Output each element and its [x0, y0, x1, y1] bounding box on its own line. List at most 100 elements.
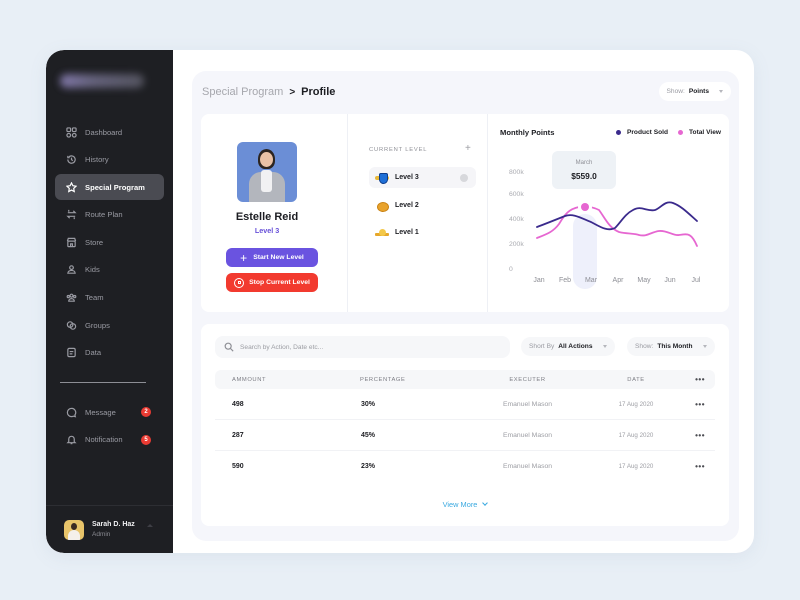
monthly-points-chart: Monthly Points Product Sold Total View: [487, 114, 729, 312]
data-point-march[interactable]: [581, 203, 589, 211]
svg-text:Apr: Apr: [613, 277, 625, 284]
view-more-button[interactable]: View More: [201, 500, 729, 509]
user-meta: Sarah D. Haz Admin: [92, 521, 135, 538]
sidebar-item-label: Groups: [85, 320, 110, 330]
sidebar-divider: [60, 382, 146, 383]
breadcrumb: Special Program > Profile: [202, 86, 335, 98]
show-period-dropdown[interactable]: Show: This Month: [627, 337, 715, 356]
sidebar-item-label: Store: [85, 237, 104, 247]
series-product-sold: [536, 201, 698, 231]
grid-icon: [65, 126, 77, 138]
avatar: [64, 519, 84, 540]
dropdown-label: Show:: [666, 88, 685, 95]
sidebar-item-route-plan[interactable]: Route Plan: [55, 202, 164, 228]
user-role: Admin: [92, 531, 111, 538]
svg-text:600k: 600k: [509, 191, 524, 198]
sidebar-item-dashboard[interactable]: Dashboard: [55, 119, 164, 145]
sidebar-item-label: Team: [85, 293, 104, 303]
breadcrumb-parent[interactable]: Special Program: [202, 86, 284, 98]
sidebar-item-history[interactable]: History: [55, 147, 164, 173]
profile-photo: [237, 142, 297, 202]
table-header: AMMOUNT PERCENTAGE EXECUTER DATE •••: [215, 370, 715, 389]
page-title: Profile: [301, 86, 336, 98]
gold-coin-medal-icon: [375, 201, 389, 212]
row-more-options-icon[interactable]: •••: [695, 462, 705, 471]
sidebar-item-data[interactable]: Data: [55, 340, 164, 366]
more-options-icon[interactable]: •••: [695, 375, 705, 384]
chart-tooltip: [552, 151, 616, 189]
level-item-1[interactable]: Level 1: [369, 222, 476, 243]
stop-current-level-button[interactable]: Stop Current Level: [226, 273, 318, 292]
user-profile-menu[interactable]: Sarah D. Haz Admin: [46, 505, 173, 553]
sidebar-item-team[interactable]: Team: [55, 285, 164, 311]
sidebar-item-kids[interactable]: Kids: [55, 257, 164, 283]
team-icon: [65, 292, 77, 304]
legend-total-view[interactable]: Total View: [678, 129, 721, 136]
column-header-amount[interactable]: AMMOUNT: [232, 376, 267, 383]
info-icon[interactable]: [460, 173, 468, 182]
line-chart-plot: March $559.0 800k 600k 400k 200k 0 Jan F…: [509, 151, 701, 289]
sidebar-item-label: Data: [85, 348, 102, 358]
level-item-2[interactable]: Level 2: [369, 195, 476, 216]
sidebar-item-message[interactable]: Message 2: [55, 399, 164, 425]
chevron-up-icon: [146, 524, 153, 527]
svg-text:May: May: [637, 277, 651, 284]
route-icon: [65, 209, 77, 221]
section-title: CURRENT LEVEL: [369, 147, 428, 153]
table-row[interactable]: 498 30% Emanuel Mason 17 Aug 2020 •••: [215, 389, 715, 420]
store-icon: [65, 236, 77, 248]
dropdown-value: All Actions: [558, 343, 593, 350]
tooltip-value: $559.0: [571, 171, 597, 181]
sidebar-item-label: Special Program: [85, 182, 145, 192]
sidebar-item-groups[interactable]: Groups: [55, 312, 164, 338]
main-content: Special Program > Profile Show: Points E…: [192, 71, 739, 541]
search-input[interactable]: [240, 343, 490, 351]
add-level-button[interactable]: +: [465, 143, 471, 154]
svg-text:400k: 400k: [509, 216, 524, 223]
cell-percentage: 30%: [361, 400, 376, 408]
caret-down-icon: [702, 345, 707, 348]
table-row[interactable]: 287 45% Emanuel Mason 17 Aug 2020 •••: [215, 420, 715, 451]
svg-text:Jan: Jan: [533, 277, 544, 284]
cell-executer: Emanuel Mason: [502, 400, 553, 408]
logo: [60, 74, 144, 88]
document-icon: [65, 347, 77, 359]
legend-dot-icon: [615, 130, 621, 135]
x-axis: Jan Feb Mar Apr May Jun Jul: [533, 277, 701, 284]
svg-text:Jun: Jun: [664, 277, 675, 284]
sidebar-item-store[interactable]: Store: [55, 229, 164, 255]
level-label: Level 2: [395, 202, 419, 209]
sidebar-item-label: Notification: [85, 435, 123, 445]
search-bar[interactable]: [215, 336, 510, 358]
start-new-level-button[interactable]: + Start New Level: [226, 248, 318, 267]
svg-text:200k: 200k: [509, 241, 524, 248]
show-points-dropdown[interactable]: Show: Points: [658, 82, 731, 101]
cell-date: 17 Aug 2020: [618, 431, 654, 439]
search-icon: [224, 342, 234, 352]
cell-executer: Emanuel Mason: [502, 431, 553, 439]
tooltip-month: March: [576, 160, 593, 166]
column-header-executer[interactable]: EXECUTER: [509, 376, 546, 383]
actions-table-card: Short By All Actions Show: This Month AM…: [201, 324, 729, 526]
level-item-3[interactable]: Level 3: [369, 167, 476, 188]
actions-table: AMMOUNT PERCENTAGE EXECUTER DATE ••• 498…: [215, 370, 715, 482]
button-label: Start New Level: [253, 254, 304, 261]
column-header-date[interactable]: DATE: [627, 376, 645, 383]
sidebar-item-special-program[interactable]: Special Program: [55, 174, 164, 201]
sort-by-dropdown[interactable]: Short By All Actions: [521, 337, 615, 356]
table-row[interactable]: 590 23% Emanuel Mason 17 Aug 2020 •••: [215, 451, 715, 482]
sidebar-item-notification[interactable]: Notification 5: [55, 427, 164, 453]
column-header-percentage[interactable]: PERCENTAGE: [360, 376, 406, 383]
sidebar-item-label: Message: [85, 407, 116, 417]
blue-shield-medal-icon: [375, 172, 389, 184]
gold-star-medal-icon: [375, 228, 389, 238]
row-more-options-icon[interactable]: •••: [695, 399, 705, 409]
y-axis: 800k 600k 400k 200k 0: [509, 169, 524, 273]
svg-text:Mar: Mar: [585, 277, 598, 284]
legend-label: Total View: [689, 129, 721, 136]
bell-icon: [65, 434, 77, 446]
legend-product-sold[interactable]: Product Sold: [615, 129, 668, 136]
level-label: Level 1: [395, 229, 419, 236]
dropdown-label: Show:: [635, 343, 654, 350]
row-more-options-icon[interactable]: •••: [695, 430, 705, 440]
